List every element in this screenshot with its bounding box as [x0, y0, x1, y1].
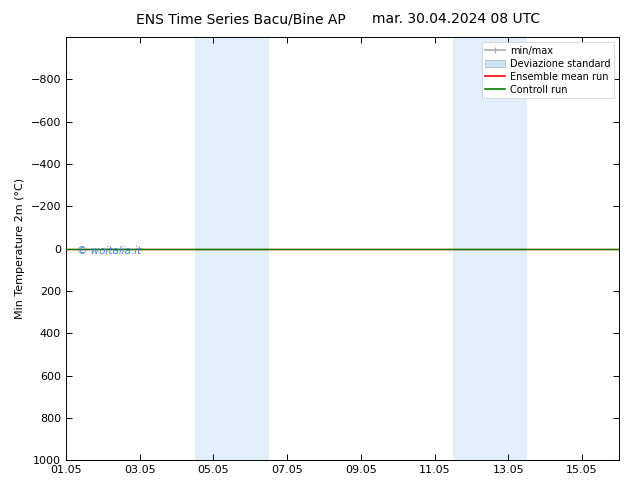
Bar [453, 37, 527, 460]
Text: © woitalia.it: © woitalia.it [77, 246, 141, 256]
Text: ENS Time Series Bacu/Bine AP: ENS Time Series Bacu/Bine AP [136, 12, 346, 26]
Text: mar. 30.04.2024 08 UTC: mar. 30.04.2024 08 UTC [372, 12, 541, 26]
Bar [195, 37, 269, 460]
Legend: min/max, Deviazione standard, Ensemble mean run, Controll run: min/max, Deviazione standard, Ensemble m… [482, 42, 614, 98]
Y-axis label: Min Temperature 2m (°C): Min Temperature 2m (°C) [15, 178, 25, 319]
